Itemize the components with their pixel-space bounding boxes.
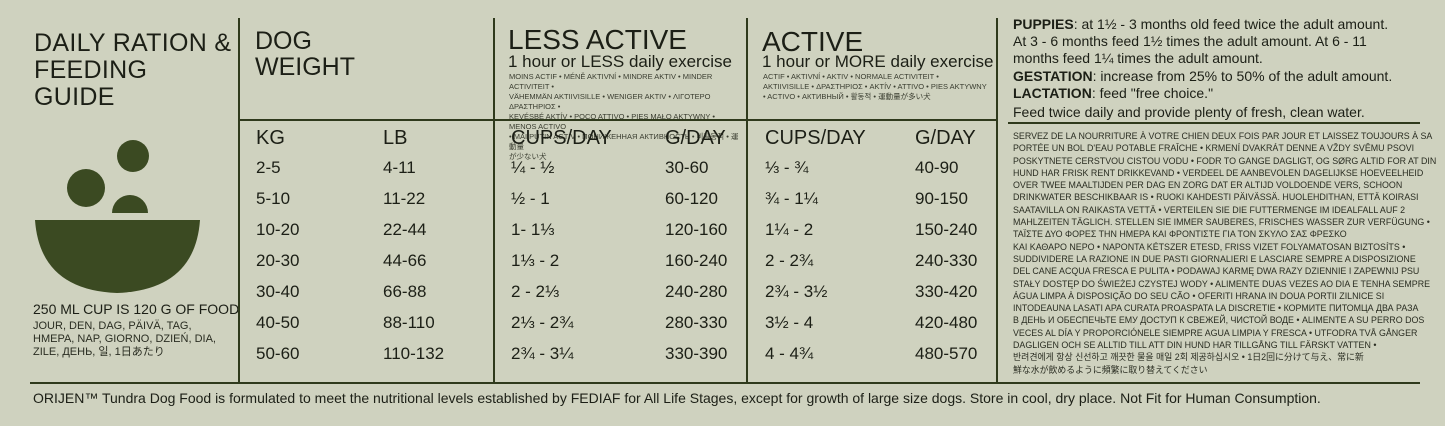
multilingual-line: STAŁY DOSTĘP DO ŚWIEŻEJ CZYSTEJ WODY • A…: [1013, 278, 1431, 289]
food-bowl-icon: [35, 140, 200, 293]
gestation-note: GESTATION: increase from 25% to 50% of t…: [1013, 68, 1393, 101]
multilingual-line: PORTÉE UN BOL D'EAU POTABLE FRAÎCHE • KR…: [1013, 143, 1415, 154]
cup-translations: JOUR, DEN, DAG, PÄIVÄ, TAG, ΗΜΕΡΑ, NAP, …: [33, 320, 216, 358]
guide-title-line-2: FEEDING GUIDE: [34, 56, 148, 111]
cell-active-grams: 480-570: [915, 344, 978, 363]
cell-active-cups: 2¾ - 3½: [765, 282, 828, 301]
cell-active-cups: 1¼ - 2: [765, 220, 814, 239]
cell-kg: 40-50: [256, 313, 300, 332]
guide-title-line-1: DAILY RATION &: [34, 29, 232, 57]
cell-lb: 66-88: [383, 282, 427, 301]
cell-active-grams: 150-240: [915, 220, 978, 239]
col-lb: LB: [383, 127, 408, 149]
notes-line: [1008, 122, 1420, 124]
col-kg: KG: [256, 127, 285, 149]
footer-line: [30, 382, 1420, 384]
cell-less-grams: 280-330: [665, 313, 728, 332]
cell-less-grams: 240-280: [665, 282, 728, 301]
multilingual-line: POSKYTNETE CERSTVOU CISTOU VODU • FODR T…: [1013, 155, 1437, 166]
divider-2: [493, 18, 495, 384]
kibble-icon: [67, 140, 149, 213]
cell-active-cups: 4 - 4¾: [765, 344, 814, 363]
cell-kg: 20-30: [256, 251, 300, 270]
cell-active-cups: 3½ - 4: [765, 313, 814, 332]
multilingual-line: VECES AL DÍA Y PROPORCIÓNELE SIEMPRE AGU…: [1013, 327, 1418, 338]
divider-1: [238, 18, 240, 384]
cell-less-grams: 60-120: [665, 189, 718, 208]
multilingual-line: OVER TWEE MAALTIJDEN PER DAG EN ZORG DAT…: [1013, 180, 1403, 191]
cell-less-cups: ¼ - ½: [511, 158, 555, 177]
multilingual-line: SAATAVILLA ON RAIKASTA VETTÄ • VERTEILEN…: [1013, 204, 1406, 215]
cell-less-grams: 330-390: [665, 344, 728, 363]
multilingual-line: DRINKWATER BESCHIKBAAR IS • RUOKI KAHDES…: [1013, 192, 1419, 203]
cell-active-grams: 90-150: [915, 189, 968, 208]
multilingual-line: 반려견에게 항상 신선하고 깨끗한 물을 매일 2회 제공하십시오 • 1日2回…: [1013, 352, 1364, 363]
cell-less-cups: 2⅓ - 2¾: [511, 313, 574, 332]
footer-disclaimer: ORIJEN™ Tundra Dog Food is formulated to…: [33, 390, 1321, 406]
cell-less-grams: 120-160: [665, 220, 728, 239]
multilingual-line: 鮮な水が飲めるように頻繁に取り替えてください: [1013, 364, 1208, 375]
col-less-cups: CUPS/DAY: [511, 127, 612, 149]
multilingual-line: В ДЕНЬ И ОБЕСПЕЧЬТЕ ЕМУ ДОСТУП К СВЕЖЕЙ,…: [1013, 315, 1425, 326]
cell-less-grams: 160-240: [665, 251, 728, 270]
cell-lb: 22-44: [383, 220, 427, 239]
guide-title: DAILY RATION & FEEDING GUIDE: [34, 30, 234, 111]
cell-lb: 11-22: [383, 189, 426, 208]
cell-less-cups: ½ - 1: [511, 189, 550, 208]
cell-less-grams: 30-60: [665, 158, 709, 177]
multilingual-line: DAGLIGEN OCH SE ALLTID TILL ATT DIN HUND…: [1013, 340, 1377, 351]
multilingual-line: HUND HAR FRISK RENT DRIKKEVAND • VERDEEL…: [1013, 167, 1424, 178]
cell-active-grams: 330-420: [915, 282, 978, 301]
cell-active-cups: ⅓ - ¾: [765, 158, 809, 177]
multilingual-line: SUDDIVIDERE LA RAZIONE IN DUE PASTI GIOR…: [1013, 253, 1416, 264]
cell-kg: 30-40: [256, 282, 300, 301]
active-translations: ACTIF • AKTIVNÍ • AKTIV • NORMALE ACTIVI…: [763, 72, 987, 101]
multilingual-line: ΤΑΪΣΤΕ ΔΥΟ ΦΟΡΕΣ ΤΗΝ ΗΜΕΡΑ ΚΑΙ ΦΡΟΝΤΙΣΤΕ…: [1013, 229, 1347, 240]
less-active-translations: MOINS ACTIF • MÉNĚ AKTIVNÍ • MINDRE AKTI…: [509, 72, 739, 161]
multilingual-line: MAHLZEITEN TÄGLICH. STELLEN SIE IMMER SA…: [1013, 217, 1430, 228]
cell-lb: 88-110: [383, 313, 435, 332]
multilingual-line: DEL CANE ACQUA FRESCA E PULITA • PODAWAJ…: [1013, 266, 1420, 277]
cell-less-cups: 2¾ - 3¼: [511, 344, 574, 363]
multilingual-instructions: SERVEZ DE LA NOURRITURE À VOTRE CHIEN DE…: [1013, 130, 1437, 376]
cell-kg: 2-5: [256, 158, 281, 177]
less-active-subtitle: 1 hour or LESS daily exercise: [508, 52, 732, 71]
active-subtitle: 1 hour or MORE daily exercise: [762, 52, 994, 71]
cell-active-cups: 2 - 2¾: [765, 251, 814, 270]
multilingual-line: INTODEAUNA LASATI APA CURATA PROASPATA L…: [1013, 303, 1419, 314]
divider-4: [996, 18, 998, 384]
cell-lb: 44-66: [383, 251, 427, 270]
col-active-grams: G/DAY: [915, 127, 976, 149]
cell-kg: 50-60: [256, 344, 300, 363]
less-active-title: LESS ACTIVE: [508, 24, 687, 55]
table-header-line: [240, 119, 996, 121]
cell-kg: 10-20: [256, 220, 300, 239]
puppies-note: PUPPIES: at 1½ - 3 months old feed twice…: [1013, 16, 1389, 66]
cup-note: 250 ML CUP IS 120 G OF FOOD: [33, 301, 240, 317]
cell-lb: 110-132: [383, 344, 445, 363]
divider-3: [746, 18, 748, 384]
cell-less-cups: 1⅓ - 2: [511, 251, 560, 270]
cell-active-grams: 240-330: [915, 251, 978, 270]
cell-active-grams: 40-90: [915, 158, 959, 177]
dog-weight-header: DOG WEIGHT: [255, 27, 355, 81]
col-less-grams: G/DAY: [665, 127, 726, 149]
cell-less-cups: 2 - 2⅓: [511, 282, 560, 301]
multilingual-line: ΚΑΙ ΚΑΘΑΡΟ ΝΕΡΟ • NAPONTA KÉTSZER ETESD,…: [1013, 241, 1406, 252]
active-title: ACTIVE: [762, 26, 864, 57]
multilingual-line: ÁGUA LIMPA À DISPOSIÇÃO DO SEU CÃO • OFE…: [1013, 290, 1385, 301]
cell-kg: 5-10: [256, 189, 291, 208]
cell-active-grams: 420-480: [915, 313, 978, 332]
cell-lb: 4-11: [383, 158, 416, 177]
cell-active-cups: ¾ - 1¼: [765, 189, 818, 208]
multilingual-line: SERVEZ DE LA NOURRITURE À VOTRE CHIEN DE…: [1013, 131, 1433, 141]
col-active-cups: CUPS/DAY: [765, 127, 866, 149]
cell-less-cups: 1- 1⅓: [511, 220, 555, 239]
feed-twice-note: Feed twice daily and provide plenty of f…: [1013, 104, 1365, 120]
